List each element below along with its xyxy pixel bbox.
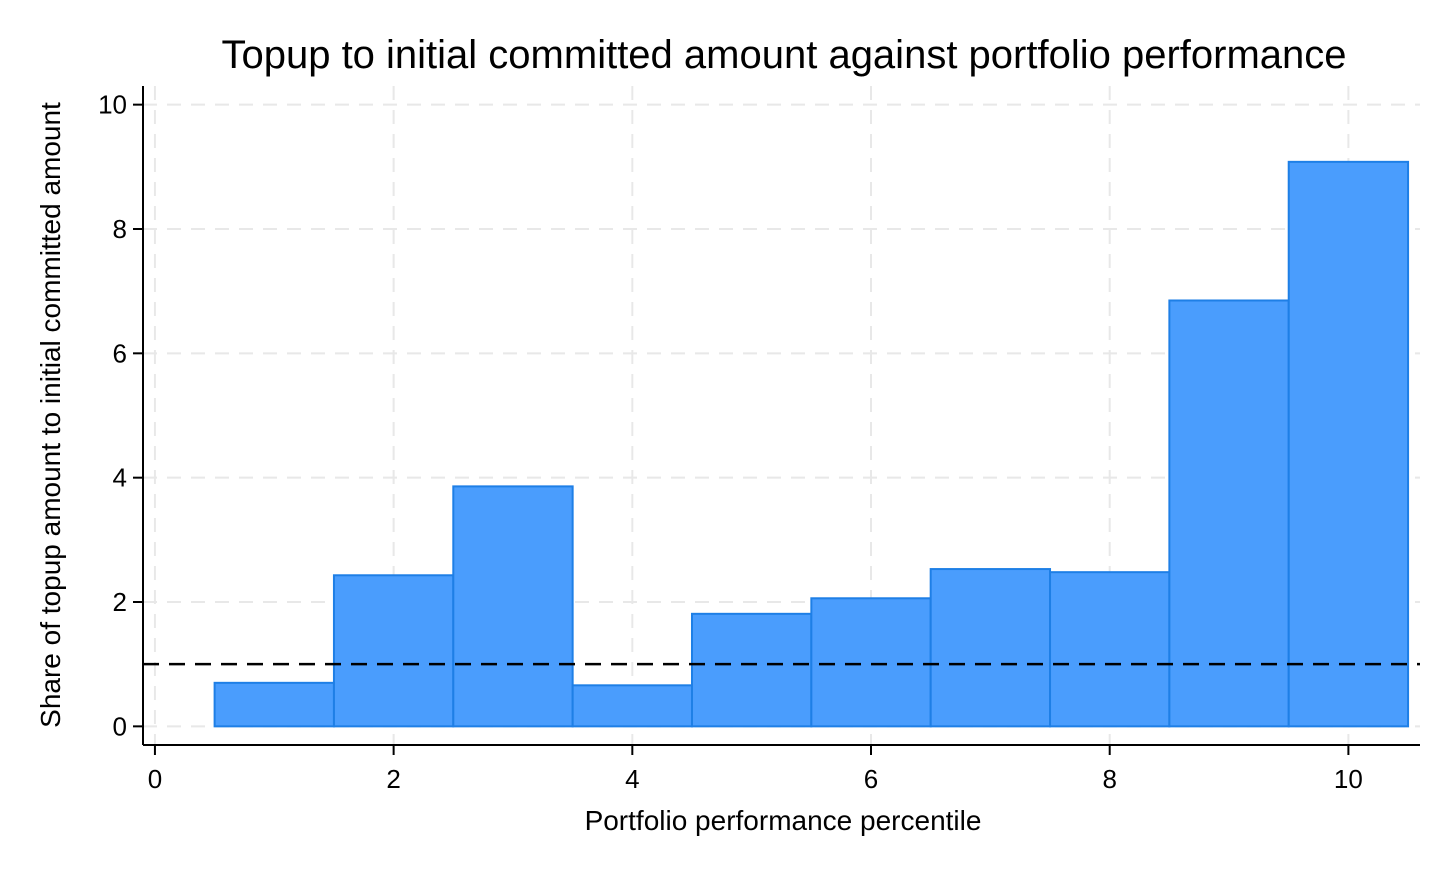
bar-3 xyxy=(452,485,574,728)
x-tick-label-3: 6 xyxy=(864,764,878,794)
y-tick-label-4: 8 xyxy=(113,214,127,244)
bar-2 xyxy=(332,574,455,728)
y-tick-label-0: 0 xyxy=(113,711,127,741)
bar-5 xyxy=(690,612,813,728)
chart-title: Topup to initial committed amount agains… xyxy=(221,33,1346,77)
bar-9 xyxy=(1168,299,1290,728)
bar-6 xyxy=(810,597,932,728)
bar-8 xyxy=(1049,571,1171,728)
y-axis-label: Share of topup amount to initial committ… xyxy=(35,102,66,728)
bar-7 xyxy=(929,568,1052,728)
y-tick-label-1: 2 xyxy=(113,587,127,617)
bar-1 xyxy=(213,681,335,728)
y-tick-label-3: 6 xyxy=(113,338,127,368)
x-tick-label-5: 10 xyxy=(1334,764,1363,794)
bars xyxy=(213,160,1410,728)
tick-labels: 0 2 4 6 8 10 0 2 4 6 8 10 xyxy=(98,90,1363,794)
x-tick-label-1: 2 xyxy=(386,764,400,794)
x-tick-label-0: 0 xyxy=(148,764,162,794)
bar-4 xyxy=(571,684,693,728)
x-tick-label-4: 8 xyxy=(1102,764,1116,794)
y-tick-label-5: 10 xyxy=(98,90,127,120)
x-tick-label-2: 4 xyxy=(625,764,639,794)
axes xyxy=(133,86,1420,755)
x-axis-label: Portfolio performance percentile xyxy=(585,805,982,836)
bar-10 xyxy=(1287,160,1410,728)
y-tick-label-2: 4 xyxy=(113,463,127,493)
